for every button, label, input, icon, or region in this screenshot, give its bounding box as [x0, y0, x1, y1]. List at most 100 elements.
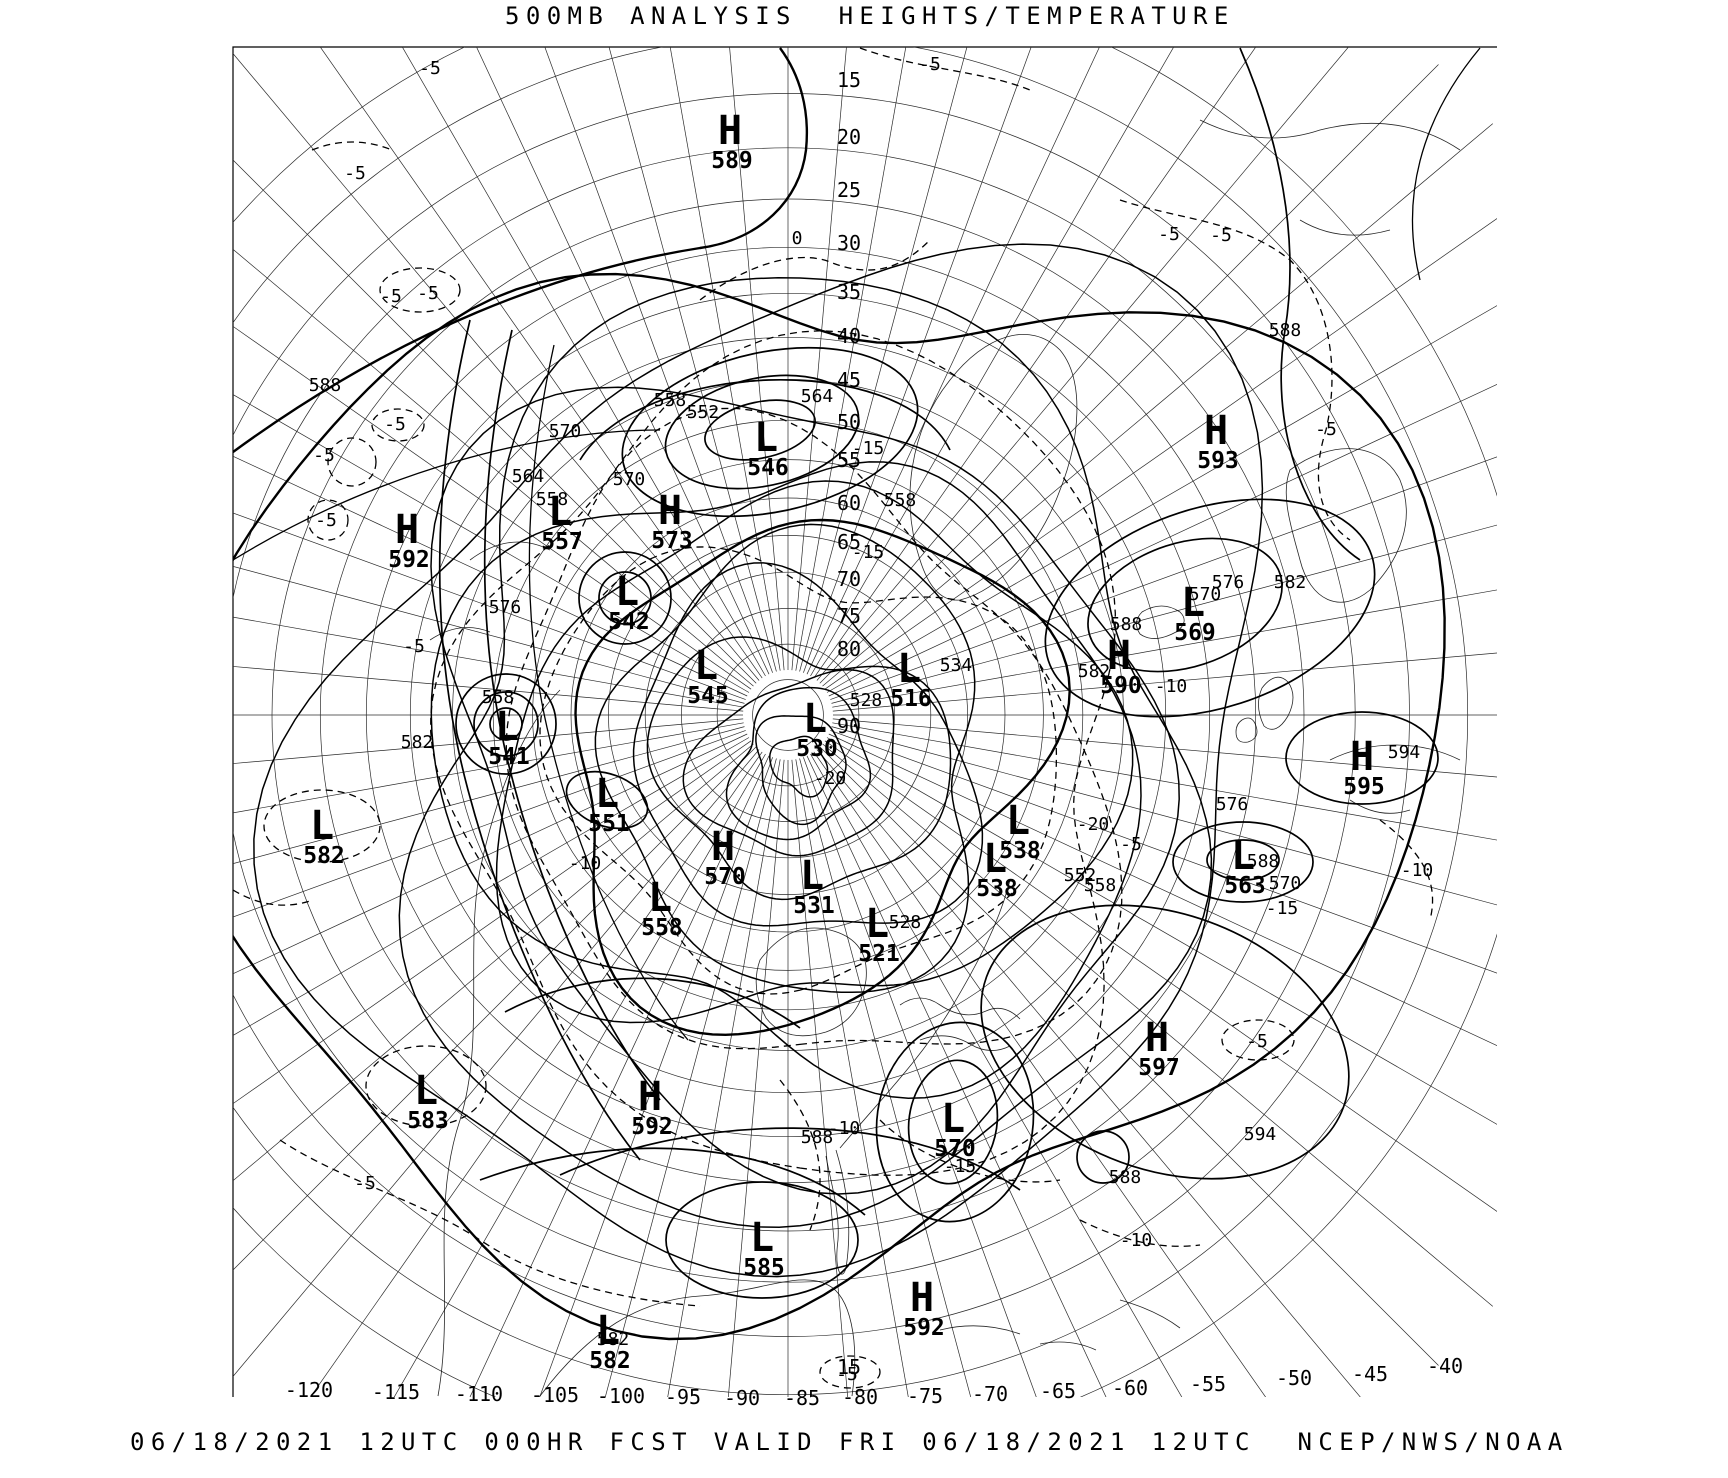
contour-low-563-outer	[1172, 821, 1314, 903]
latitude-label: 60	[837, 491, 861, 515]
latitude-label: 80	[837, 637, 861, 661]
height-contour-label: 588	[1247, 851, 1280, 872]
polar-vortex-contours	[233, 243, 1446, 1341]
pressure-center-letter: H	[658, 488, 682, 534]
temp-contour-label: -5	[1158, 224, 1180, 245]
pressure-center-value: 551	[588, 811, 630, 837]
meridian	[819, 64, 1439, 684]
temp-contour-label: -5	[919, 54, 941, 75]
contour-high-592-south-2	[479, 1147, 866, 1216]
meridian	[319, 47, 763, 679]
temp-contour-label: -15	[852, 542, 885, 563]
height-contour-label: 582	[597, 1329, 630, 1350]
pressure-center-letter: L	[495, 704, 519, 750]
meridian	[727, 759, 785, 1397]
temp-contour-label: -5	[1120, 834, 1142, 855]
pressure-center-value: 592	[631, 1114, 673, 1140]
temp-ring	[505, 407, 1123, 1050]
height-contour-label: 582	[1078, 661, 1111, 682]
meridian	[832, 722, 1497, 841]
contour-trough-west-1	[438, 319, 641, 1161]
contour-low-542-inner	[598, 571, 652, 625]
meridian	[831, 726, 1497, 906]
longitude-label: -90	[724, 1386, 760, 1410]
latitude-label: 35	[837, 280, 861, 304]
meridian	[604, 758, 777, 1397]
latitude-label: 55	[837, 448, 861, 472]
temp-contour-label: -10	[828, 1118, 861, 1139]
temp-contour-label: -5	[419, 58, 441, 79]
pressure-center-letter: H	[1204, 408, 1228, 454]
temperature-contours	[233, 47, 1434, 1389]
height-contour-label: 588	[801, 1127, 834, 1148]
height-contour-label: 570	[549, 421, 582, 442]
pressure-center-value: 582	[589, 1348, 631, 1374]
height-ring	[253, 243, 1264, 1278]
pressure-center-letter: L	[694, 643, 718, 689]
temp-minus10-southeast	[1079, 1219, 1201, 1247]
temp-loop-582-west	[263, 789, 381, 863]
temp-contour-label: -20	[1077, 814, 1110, 835]
meridian	[799, 47, 968, 672]
height-contour-label: 582	[1274, 572, 1307, 593]
height-ring	[769, 735, 829, 798]
pressure-center-letter: L	[754, 415, 778, 461]
longitude-label: -55	[1190, 1372, 1226, 1396]
pressure-center-letter: H	[1145, 1015, 1169, 1061]
meridian	[233, 248, 754, 687]
longitude-label: -60	[1112, 1376, 1148, 1400]
pressure-center-value: 557	[541, 529, 583, 555]
meridian	[810, 753, 1183, 1397]
contour-northeast-arc	[1411, 47, 1481, 281]
contour-588-south	[559, 1127, 1021, 1191]
contour-low-541-3	[455, 673, 557, 775]
meridian	[233, 749, 760, 1377]
pressure-center-letter: H	[1350, 734, 1374, 780]
pressure-center-letter: H	[1107, 633, 1131, 679]
pressure-center-value: 569	[1174, 620, 1216, 646]
meridian	[828, 733, 1497, 1046]
pressure-center-letter: L	[983, 836, 1007, 882]
height-ring	[755, 715, 847, 826]
contour-low-546-outer	[621, 346, 919, 518]
meridian	[830, 456, 1497, 700]
pressure-center-letter: L	[1231, 833, 1255, 879]
temp-contour-label: -10	[569, 853, 602, 874]
pressure-center-letter: L	[615, 569, 639, 615]
pressure-center-value: 592	[388, 547, 430, 573]
meridian	[816, 749, 1361, 1397]
meridian	[822, 123, 1494, 687]
page-title: 500MB ANALYSIS HEIGHTS/TEMPERATURE	[505, 2, 1235, 30]
height-contour-label: 564	[512, 466, 545, 487]
height-contour-label: 594	[1244, 1124, 1277, 1145]
temp-contour-label: -5	[313, 445, 335, 466]
temp-minus5-top	[859, 47, 1351, 541]
pressure-center-value: 583	[407, 1108, 449, 1134]
height-ring	[574, 518, 1071, 1037]
height-ring	[594, 523, 976, 994]
parallel-85	[752, 679, 824, 751]
pressure-center-value: 531	[793, 893, 835, 919]
alaska-coast	[429, 541, 551, 641]
pressure-center-letter: L	[800, 853, 824, 899]
longitude-label: -80	[842, 1385, 878, 1409]
temp-contour-label: -5	[403, 636, 425, 657]
pressure-center-value: 597	[1138, 1055, 1180, 1081]
longitude-label: -95	[665, 1385, 701, 1409]
pressure-center-value: 589	[711, 148, 753, 174]
iceland	[1136, 605, 1185, 639]
contour-594-southeast	[980, 904, 1350, 1180]
pressure-center-value: 541	[488, 744, 530, 770]
temp-loop-3	[371, 408, 425, 442]
height-contour-label: 558	[536, 489, 569, 510]
pressure-center-value: 545	[687, 683, 729, 709]
